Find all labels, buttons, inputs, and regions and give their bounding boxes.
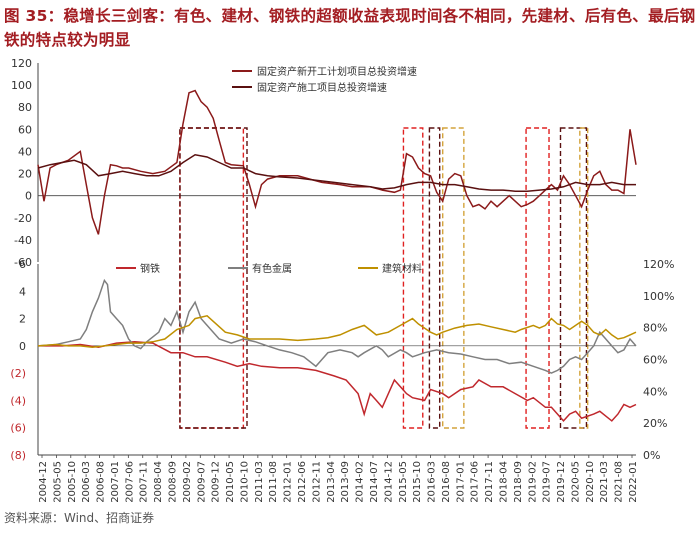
y-tick-label: 0 bbox=[19, 340, 26, 353]
x-tick-label: 2007-01 bbox=[110, 461, 121, 503]
y-tick-label: 6 bbox=[19, 258, 26, 271]
y-tick-label: 120 bbox=[11, 57, 32, 70]
y-tick-label: 0 bbox=[25, 190, 32, 203]
x-tick-label: 2005-10 bbox=[67, 461, 78, 503]
y-tick-label: 40 bbox=[18, 145, 32, 158]
x-tick-label: 2022-01 bbox=[628, 461, 639, 503]
y-tick-label: (6) bbox=[10, 422, 26, 435]
highlight-box bbox=[179, 127, 245, 429]
x-tick-label: 2017-11 bbox=[484, 461, 495, 503]
x-tick-label: 2009-02 bbox=[182, 461, 193, 503]
x-tick-label: 2018-04 bbox=[498, 461, 509, 503]
highlight-box bbox=[442, 127, 465, 429]
x-tick-label: 2013-09 bbox=[340, 461, 351, 503]
series-line-metal bbox=[37, 278, 637, 374]
x-tick-label: 2011-08 bbox=[268, 461, 279, 503]
x-tick-label: 2010-10 bbox=[239, 461, 250, 503]
x-tick-label: 2019-12 bbox=[556, 461, 567, 503]
x-tick-label: 2010-05 bbox=[225, 461, 236, 503]
x-tick-label: 2006-03 bbox=[81, 461, 92, 503]
y2-tick-label: 100% bbox=[643, 290, 674, 303]
y-tick-label: -20 bbox=[14, 212, 32, 225]
x-tick-label: 2020-05 bbox=[570, 461, 581, 503]
upper-chart: -60-40-20020406080100120固定资产新开工计划项目总投资增速… bbox=[11, 57, 637, 429]
y2-tick-label: 120% bbox=[643, 258, 674, 271]
figure-title: 图 35：稳增长三剑客：有色、建材、钢铁的超额收益表现时间各不相同，先建材、后有… bbox=[4, 7, 696, 49]
y-tick-label: 4 bbox=[19, 285, 26, 298]
source-note: 资料来源：Wind、招商证券 bbox=[4, 511, 155, 525]
y-tick-label: 20 bbox=[18, 168, 32, 181]
x-tick-label: 2021-08 bbox=[614, 461, 625, 503]
y2-tick-label: 20% bbox=[643, 417, 667, 430]
lower-chart: 6 4 2 0 (2) (4) (6) (8) 120% 100% 80% 60% 40% 20% 0% 20… bbox=[10, 258, 674, 503]
y-tick-label: 100 bbox=[11, 79, 32, 92]
x-tick-label: 2016-08 bbox=[441, 461, 452, 503]
y-tick-label: (8) bbox=[10, 449, 26, 462]
x-tick-label: 2020-10 bbox=[585, 461, 596, 503]
x-tick-label: 2005-05 bbox=[52, 461, 63, 503]
y-tick-label: -40 bbox=[14, 234, 32, 247]
legend-label-ongoing: 固定资产施工项目总投资增速 bbox=[257, 81, 387, 94]
x-tick-label: 2009-12 bbox=[211, 461, 222, 503]
series-line-new bbox=[37, 89, 637, 235]
highlight-box bbox=[579, 127, 589, 429]
x-tick-label: 2013-04 bbox=[326, 461, 337, 503]
y2-tick-label: 40% bbox=[643, 385, 667, 398]
y-tick-label: 80 bbox=[18, 101, 32, 114]
x-tick-label: 2018-09 bbox=[513, 461, 524, 503]
x-tick-label: 2008-09 bbox=[168, 461, 179, 503]
legend-label-build: 建筑材料 bbox=[382, 262, 422, 275]
highlight-box bbox=[179, 127, 248, 429]
x-tick-label: 2015-05 bbox=[398, 461, 409, 503]
highlight-box bbox=[525, 127, 550, 429]
x-tick-label: 2017-06 bbox=[470, 461, 481, 503]
y-tick-label: 60 bbox=[18, 123, 32, 136]
x-tick-label: 2012-01 bbox=[283, 461, 294, 503]
series-line-steel bbox=[38, 341, 637, 423]
x-tick-label: 2008-04 bbox=[153, 461, 164, 503]
legend-label-metal: 有色金属 bbox=[252, 262, 292, 275]
x-tick-label: 2014-02 bbox=[355, 461, 366, 503]
x-tick-label: 2015-10 bbox=[412, 461, 423, 503]
x-tick-label: 2012-11 bbox=[311, 461, 322, 503]
y2-tick-label: 60% bbox=[643, 354, 667, 367]
series-line-ongoing bbox=[37, 154, 636, 192]
y2-tick-label: 80% bbox=[643, 322, 667, 335]
legend-label-steel: 钢铁 bbox=[140, 262, 160, 275]
x-tick-label: 2019-07 bbox=[542, 461, 553, 503]
highlight-box bbox=[402, 127, 424, 429]
x-tick-label: 2017-01 bbox=[455, 461, 466, 503]
x-tick-label: 2004-12 bbox=[38, 461, 49, 503]
y2-tick-label: 0% bbox=[643, 449, 660, 462]
x-tick-label: 2012-06 bbox=[297, 461, 308, 503]
x-tick-label: 2009-07 bbox=[196, 461, 207, 503]
y-tick-label: (4) bbox=[10, 394, 26, 407]
series-line-build bbox=[37, 314, 637, 348]
highlight-box bbox=[559, 127, 588, 429]
y-tick-label: -60 bbox=[14, 256, 32, 269]
x-tick-label: 2021-03 bbox=[599, 461, 610, 503]
x-tick-label: 2011-03 bbox=[254, 461, 265, 503]
y-tick-label: 2 bbox=[19, 313, 26, 326]
legend-label-new: 固定资产新开工计划项目总投资增速 bbox=[257, 65, 417, 78]
x-tick-label: 2014-07 bbox=[369, 461, 380, 503]
x-tick-label: 2016-03 bbox=[427, 461, 438, 503]
x-tick-label: 2014-12 bbox=[383, 461, 394, 503]
x-tick-label: 2019-02 bbox=[527, 461, 538, 503]
x-tick-label: 2007-06 bbox=[124, 461, 135, 503]
x-tick-label: 2007-11 bbox=[139, 461, 150, 503]
x-tick-label: 2006-08 bbox=[96, 461, 107, 503]
highlight-box bbox=[428, 127, 441, 429]
y-tick-label: (2) bbox=[10, 367, 26, 380]
